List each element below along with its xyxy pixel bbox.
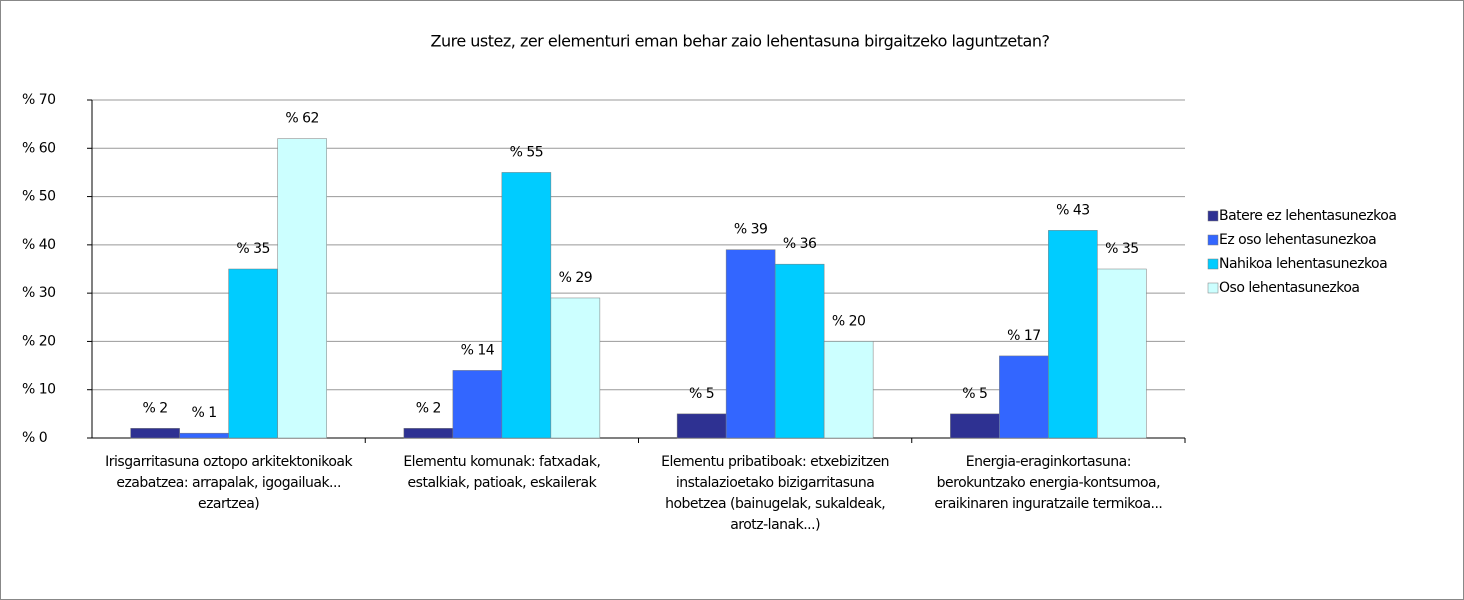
- y-tick-label: % 60: [22, 140, 56, 156]
- data-label: % 36: [783, 236, 817, 252]
- legend-label: Batere ez lehentasunezkoa: [1219, 208, 1396, 224]
- legend-swatch: [1207, 234, 1219, 246]
- y-tick-label: % 70: [22, 92, 56, 108]
- y-tick-label: % 30: [22, 285, 56, 301]
- y-tick-label: % 0: [22, 430, 47, 446]
- bar: [228, 268, 278, 439]
- y-tick-label: % 50: [22, 189, 56, 205]
- legend-label: Oso lehentasunezkoa: [1219, 280, 1360, 296]
- data-label: % 43: [1056, 202, 1090, 218]
- bar: [950, 413, 1000, 439]
- data-label: % 20: [832, 313, 866, 329]
- bar: [1097, 268, 1147, 439]
- data-label: % 35: [236, 241, 270, 257]
- data-label: % 39: [734, 222, 768, 238]
- data-label: % 2: [143, 400, 168, 416]
- y-tick-label: % 10: [22, 382, 56, 398]
- legend-swatch: [1207, 258, 1219, 270]
- data-label: % 5: [689, 386, 714, 402]
- x-tick-label: Energia-eraginkortasuna: berokuntzako en…: [934, 454, 1163, 512]
- y-tick-label: % 40: [22, 237, 56, 253]
- bar: [501, 172, 552, 439]
- data-label: % 35: [1105, 241, 1139, 257]
- legend-swatch: [1207, 282, 1219, 294]
- bar: [452, 370, 503, 439]
- bar: [823, 341, 874, 439]
- bar: [676, 413, 727, 439]
- bar: [550, 297, 601, 439]
- data-label: % 14: [461, 342, 495, 358]
- bar: [1048, 230, 1098, 439]
- y-tick-label: % 20: [22, 333, 56, 349]
- data-label: % 55: [510, 144, 544, 160]
- data-label: % 5: [962, 386, 987, 402]
- bar: [277, 138, 327, 439]
- legend-swatch: [1207, 210, 1219, 222]
- bar: [130, 428, 180, 439]
- bar: [179, 432, 229, 439]
- chart-title: Zure ustez, zer elementuri eman behar za…: [431, 32, 1050, 51]
- bar: [999, 355, 1049, 439]
- bar: [403, 428, 454, 439]
- data-label: % 62: [285, 111, 319, 127]
- bar: [774, 263, 825, 439]
- legend-label: Ez oso lehentasunezkoa: [1219, 232, 1376, 248]
- bar: [725, 249, 776, 439]
- data-label: % 2: [416, 400, 441, 416]
- data-label: % 17: [1007, 328, 1041, 344]
- legend-label: Nahikoa lehentasunezkoa: [1219, 256, 1387, 272]
- x-tick-label: Elementu pribatiboak: etxebizitzen insta…: [661, 454, 890, 533]
- x-tick-label: Irisgarritasuna oztopo arkitektonikoak e…: [105, 454, 353, 512]
- data-label: % 29: [559, 270, 593, 286]
- data-label: % 1: [192, 405, 217, 421]
- x-tick-label: Elementu komunak: fatxadak, estalkiak, p…: [403, 454, 601, 491]
